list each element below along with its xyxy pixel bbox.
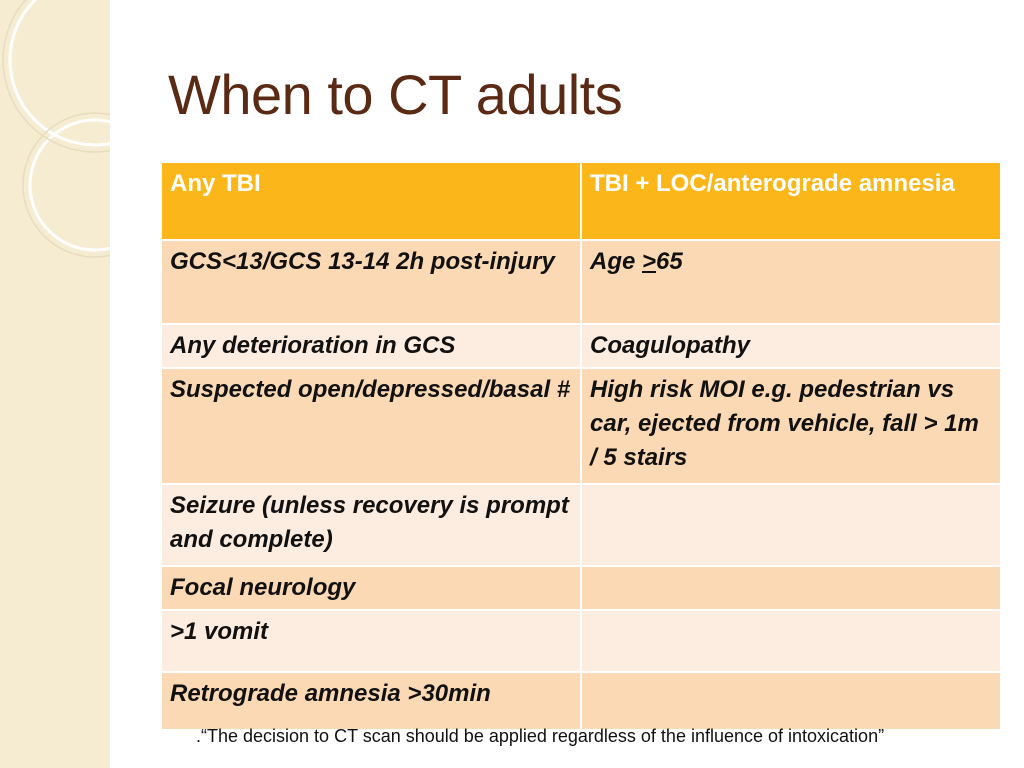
cell-left: Seizure (unless recovery is prompt and c… xyxy=(160,483,582,567)
cell-left: Any deterioration in GCS xyxy=(160,323,582,369)
header-tbi-loc: TBI + LOC/anterograde amnesia xyxy=(580,161,1002,241)
cell-right-underlined: > xyxy=(642,248,657,275)
header-any-tbi: Any TBI xyxy=(160,161,582,241)
table-row: GCS<13/GCS 13-14 2h post-injury Age >65 xyxy=(160,239,1002,325)
footnote: .“The decision to CT scan should be appl… xyxy=(196,726,885,746)
table-row: Retrograde amnesia >30min xyxy=(160,671,1002,731)
table-row: Seizure (unless recovery is prompt and c… xyxy=(160,483,1002,567)
slide-title: When to CT adults xyxy=(168,63,623,126)
cell-left: >1 vomit xyxy=(160,609,582,673)
cell-right xyxy=(580,483,1002,567)
cell-right xyxy=(580,609,1002,673)
cell-left: GCS<13/GCS 13-14 2h post-injury xyxy=(160,239,582,325)
ct-criteria-table: Any TBI TBI + LOC/anterograde amnesia GC… xyxy=(160,161,1002,731)
table-row: Focal neurology xyxy=(160,565,1002,611)
cell-right: Age >65 xyxy=(580,239,1002,325)
table-header-row: Any TBI TBI + LOC/anterograde amnesia xyxy=(160,161,1002,241)
cell-left: Focal neurology xyxy=(160,565,582,611)
table-row: >1 vomit xyxy=(160,609,1002,673)
decorative-circles xyxy=(2,0,110,258)
cell-right xyxy=(580,671,1002,731)
cell-right-suffix: 65 xyxy=(656,248,683,275)
cell-right: Coagulopathy xyxy=(580,323,1002,369)
cell-right: High risk MOI e.g. pedestrian vs car, ej… xyxy=(580,367,1002,485)
table-row: Suspected open/depressed/basal # High ri… xyxy=(160,367,1002,485)
cell-left: Retrograde amnesia >30min xyxy=(160,671,582,731)
cell-left: Suspected open/depressed/basal # xyxy=(160,367,582,485)
decorative-side-band xyxy=(0,0,110,768)
cell-right-prefix: Age xyxy=(590,248,643,275)
cell-right xyxy=(580,565,1002,611)
table-row: Any deterioration in GCS Coagulopathy xyxy=(160,323,1002,369)
